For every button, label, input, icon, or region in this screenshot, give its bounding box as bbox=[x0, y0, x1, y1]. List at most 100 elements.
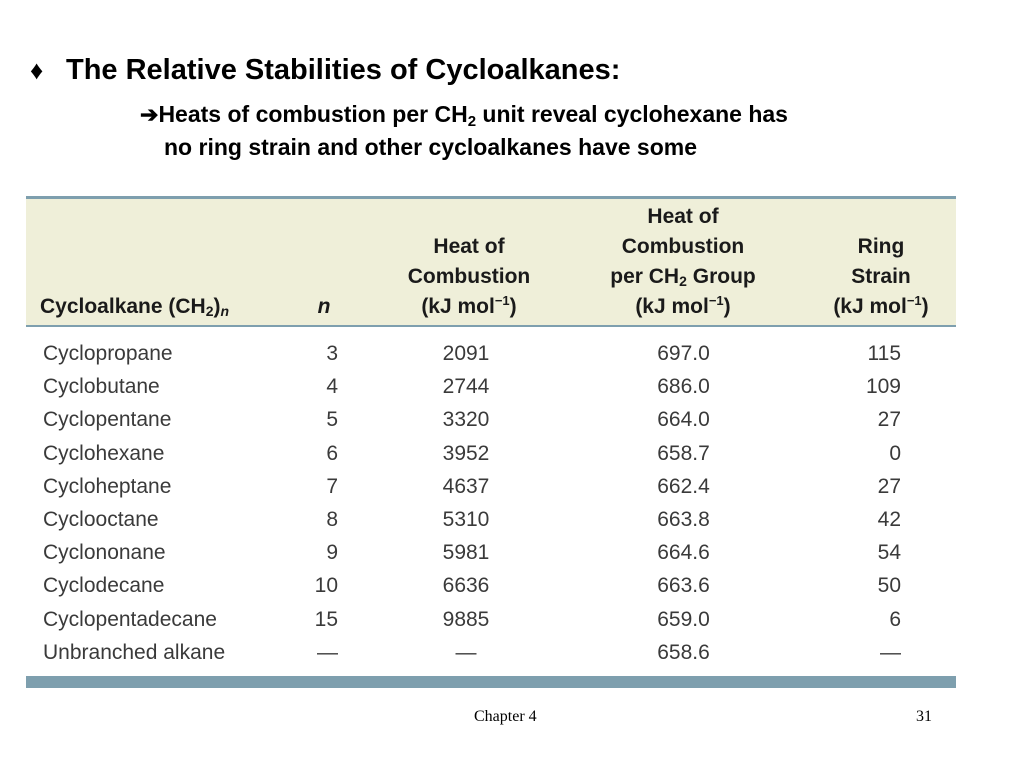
cell-n: 10 bbox=[314, 574, 338, 598]
header-per-unit: (kJ mol−1) bbox=[588, 292, 778, 322]
cell-name: Cyclopropane bbox=[43, 342, 173, 365]
slide-title: ♦ The Relative Stabilities of Cycloalkane… bbox=[30, 52, 620, 88]
cell-name: Cyclopentane bbox=[43, 408, 172, 432]
header-cycloalkane-n: n bbox=[220, 303, 230, 319]
header-heat-unit-after: ) bbox=[509, 295, 517, 318]
header-heat-line1: Heat of bbox=[433, 235, 505, 258]
cell-n: 8 bbox=[326, 507, 338, 531]
header-per-line3-before: per CH bbox=[610, 265, 680, 288]
cell-per-ch2: 659.0 bbox=[657, 607, 710, 631]
cell-name: Cyclononane bbox=[43, 541, 166, 565]
cell-per-ch2: 697.0 bbox=[657, 342, 710, 365]
cell-per-ch2: 663.6 bbox=[657, 574, 710, 598]
cell-heat: 6636 bbox=[442, 574, 490, 598]
table-row: Cycloheptane 7 4637 662.4 27 bbox=[26, 473, 956, 506]
cell-per-ch2: 658.7 bbox=[657, 441, 710, 465]
table-row: Cyclooctane 8 5310 663.8 42 bbox=[26, 506, 956, 539]
cell-heat: 3320 bbox=[442, 408, 490, 432]
header-per-line3-after: Group bbox=[686, 265, 756, 288]
header-cycloalkane: Cycloalkane (CH2)n bbox=[40, 292, 229, 322]
cell-ring-strain: 109 bbox=[865, 375, 901, 399]
table-row: Cyclopropane 3 2091 697.0 115 bbox=[26, 340, 956, 373]
cell-n: 9 bbox=[326, 541, 338, 565]
cell-heat: 4637 bbox=[442, 474, 490, 498]
table-row: Unbranched alkane — — 658.6 — bbox=[26, 639, 956, 672]
header-ring-unit-after: ) bbox=[921, 295, 929, 318]
cell-name: Cyclooctane bbox=[43, 507, 159, 531]
cell-name: Cyclohexane bbox=[43, 441, 165, 465]
table-row: Cyclohexane 6 3952 658.7 0 bbox=[26, 440, 956, 473]
slide-subtitle: ➔Heats of combustion per CH2 unit reveal… bbox=[140, 98, 970, 163]
cell-per-ch2: 664.6 bbox=[657, 541, 710, 565]
header-heat-unit: (kJ mol−1) bbox=[394, 292, 544, 322]
subtitle-line1-before: Heats of combustion per CH bbox=[158, 101, 468, 127]
header-ring-unit-before: (kJ mol bbox=[833, 295, 907, 318]
table-row: Cyclobutane 4 2744 686.0 109 bbox=[26, 373, 956, 406]
header-n: n bbox=[317, 295, 331, 318]
cell-name: Cyclopentadecane bbox=[43, 607, 217, 631]
cell-n: 5 bbox=[326, 408, 338, 432]
table-row: Cyclopentane 5 3320 664.0 27 bbox=[26, 406, 956, 439]
cell-heat: 3952 bbox=[442, 441, 490, 465]
cell-ring-strain: 42 bbox=[877, 507, 901, 531]
header-heat-unit-sup: −1 bbox=[494, 293, 510, 308]
subtitle-line1-sub: 2 bbox=[467, 113, 477, 130]
header-ring-unit: (kJ mol−1) bbox=[816, 292, 946, 322]
cell-name: Cycloheptane bbox=[43, 474, 172, 498]
cell-name: Unbranched alkane bbox=[43, 640, 226, 664]
cell-per-ch2: 658.6 bbox=[657, 640, 710, 664]
header-per-line3-sub: 2 bbox=[679, 273, 687, 289]
header-ring-line1: Ring bbox=[857, 235, 905, 258]
table-row: Cyclodecane 10 6636 663.6 50 bbox=[26, 572, 956, 605]
cell-heat: — bbox=[455, 640, 477, 664]
header-ring-strain: Ring Strain (kJ mol−1) bbox=[816, 232, 946, 322]
subtitle-line1-after: unit reveal cyclohexane has bbox=[476, 101, 788, 127]
cell-name: Cyclobutane bbox=[43, 375, 160, 399]
header-per-line2: Combustion bbox=[621, 235, 745, 258]
cell-per-ch2: 663.8 bbox=[657, 507, 710, 531]
subtitle-line2: no ring strain and other cycloalkanes ha… bbox=[164, 134, 698, 160]
table-bottom-rule bbox=[26, 676, 956, 688]
cell-n: 6 bbox=[326, 441, 338, 465]
cell-n: 3 bbox=[326, 342, 338, 365]
header-per-line1: Heat of bbox=[647, 205, 719, 228]
cell-ring-strain: 0 bbox=[889, 441, 901, 465]
cycloalkane-table: Cycloalkane (CH2)n n Heat of Combustion … bbox=[26, 196, 956, 688]
header-heat-of-combustion: Heat of Combustion (kJ mol−1) bbox=[394, 232, 544, 322]
header-per-unit-before: (kJ mol bbox=[635, 295, 709, 318]
header-ring-line2: Strain bbox=[851, 265, 911, 288]
cell-ring-strain: 54 bbox=[877, 541, 901, 565]
header-per-unit-sup: −1 bbox=[708, 293, 724, 308]
slide-title-text: The Relative Stabilities of Cycloalkanes… bbox=[66, 54, 621, 86]
cell-heat: 2091 bbox=[442, 342, 490, 365]
footer-chapter: Chapter 4 bbox=[474, 708, 537, 725]
cell-n: 7 bbox=[326, 474, 338, 498]
table-header-band bbox=[26, 199, 956, 325]
cell-per-ch2: 662.4 bbox=[657, 474, 710, 498]
cell-ring-strain: 115 bbox=[867, 342, 901, 365]
table-row: Cyclopentadecane 15 9885 659.0 6 bbox=[26, 606, 956, 639]
table-header-rule bbox=[26, 325, 956, 327]
table-top-rule bbox=[26, 196, 956, 199]
cell-heat: 5981 bbox=[442, 541, 490, 565]
footer-page-number: 31 bbox=[916, 708, 932, 725]
cell-per-ch2: 664.0 bbox=[657, 408, 710, 432]
cell-heat: 9885 bbox=[442, 607, 490, 631]
cell-name: Cyclodecane bbox=[43, 574, 165, 598]
table-body: Cyclopropane 3 2091 697.0 115 Cyclobutan… bbox=[26, 340, 956, 672]
table-row: Cyclononane 9 5981 664.6 54 bbox=[26, 539, 956, 572]
header-heat-line2: Combustion bbox=[407, 265, 531, 288]
header-cycloalkane-suffix: ) bbox=[213, 295, 221, 318]
arrow-bullet-icon: ➔ bbox=[140, 102, 159, 127]
diamond-bullet-icon: ♦ bbox=[30, 55, 44, 85]
header-cycloalkane-prefix: Cycloalkane (CH bbox=[40, 295, 206, 318]
cell-heat: 5310 bbox=[442, 507, 490, 531]
header-ring-unit-sup: −1 bbox=[906, 293, 922, 308]
header-per-line3: per CH2 Group bbox=[588, 262, 778, 292]
cell-ring-strain: 27 bbox=[877, 474, 901, 498]
header-heat-per-ch2: Heat of Combustion per CH2 Group (kJ mol… bbox=[588, 202, 778, 322]
cell-heat: 2744 bbox=[442, 375, 490, 399]
cell-n: 4 bbox=[326, 375, 338, 399]
cell-ring-strain: 50 bbox=[877, 574, 901, 598]
header-per-unit-after: ) bbox=[723, 295, 731, 318]
